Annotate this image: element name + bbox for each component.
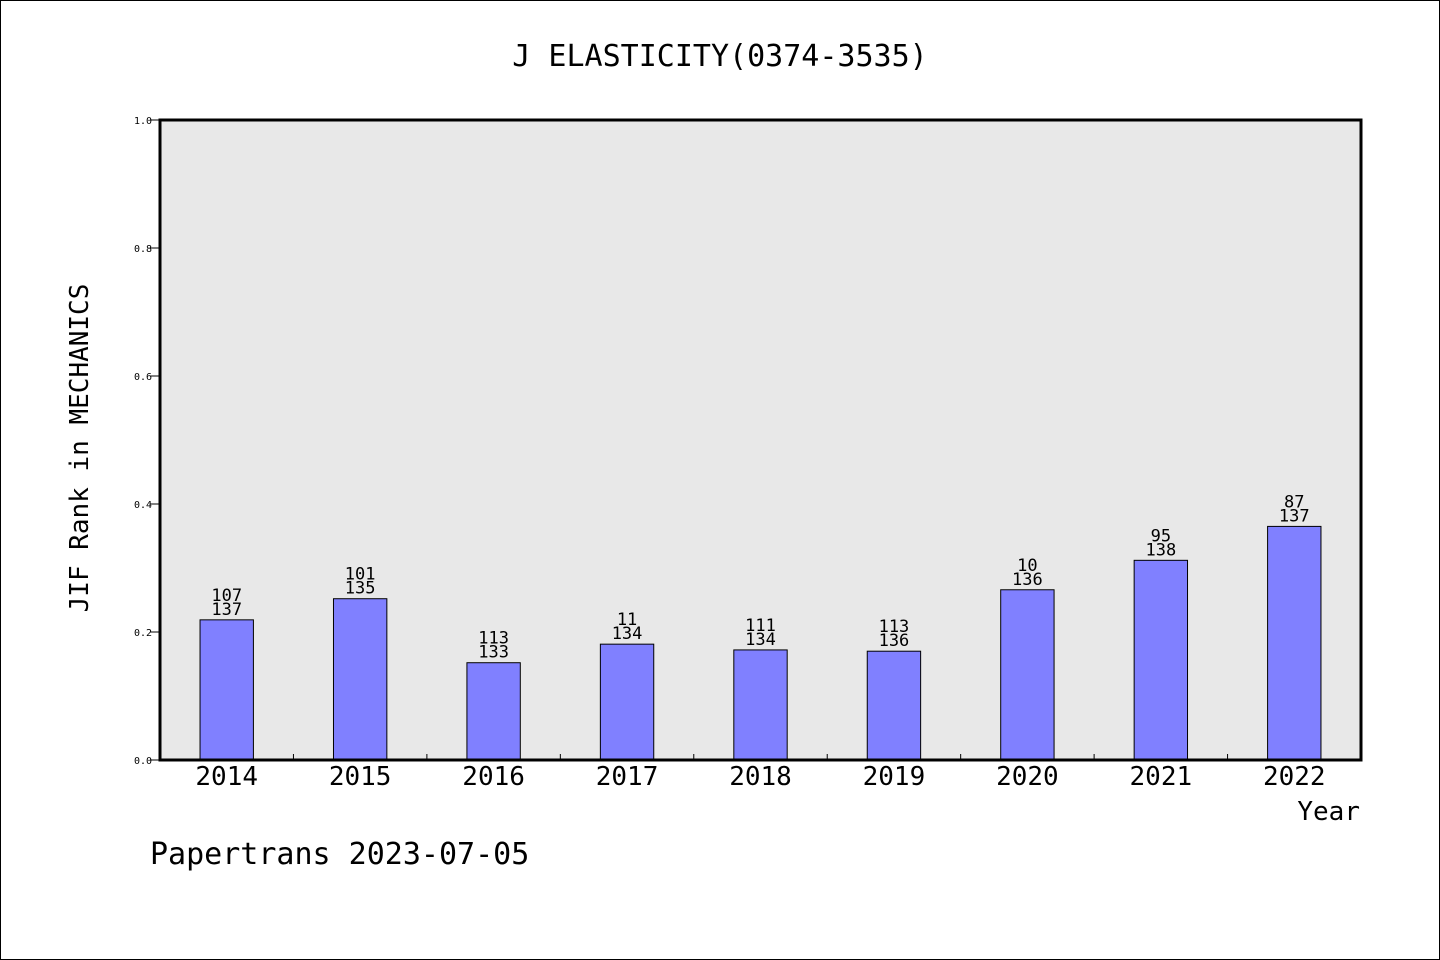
x-tick-label: 2015 [329,762,392,792]
bar-label-total: 136 [1012,570,1043,590]
bar-2016 [466,662,521,761]
x-axis-title: Year [1297,797,1360,827]
bar-2017 [599,643,655,761]
x-tick-label: 2019 [863,762,926,792]
y-tick-label: 0.4 [134,500,152,511]
x-tick-label: 2014 [195,762,258,792]
bar-2015 [332,598,388,761]
bar-label-total: 138 [1145,540,1176,560]
bar-label-rank: 113 [478,629,509,649]
bar-label-rank: 111 [745,616,776,636]
bar-label-total: 137 [211,600,242,620]
bar-label-rank: 11 [617,610,637,630]
x-tick-label: 2017 [596,762,659,792]
y-axis-title: JIF Rank in MECHANICS [65,284,95,613]
bar-2022 [1267,525,1322,761]
y-tick-label: 0.0 [134,756,152,767]
bar-label-rank: 10 [1017,556,1037,576]
bar-label-rank: 101 [345,565,376,585]
x-axis-ticks: 2014 2015 2016 2017 2018 2019 2020 2021 2022 [195,754,1326,792]
bar-label-total: 134 [612,624,643,644]
bar-label-total: 136 [879,631,910,651]
bar-label-total: 135 [345,579,376,599]
bar-2019 [866,650,922,761]
bar-2014 [199,619,254,761]
y-tick-label: 0.6 [134,372,152,383]
bar-2018 [733,649,788,761]
x-tick-label: 2022 [1263,762,1326,792]
bar-2020 [1000,589,1055,761]
plot-border [158,118,1363,762]
bar-label-rank: 113 [879,617,910,637]
x-tick-label: 2021 [1130,762,1193,792]
bar-label-rank: 95 [1151,526,1171,546]
bar-label-rank: 107 [211,586,242,606]
y-tick-label: 0.2 [134,628,152,639]
bar-2021 [1133,559,1189,761]
x-tick-label: 2020 [996,762,1059,792]
bar-label-total: 133 [478,643,509,663]
chart-title: J ELASTICITY(0374-3535) [512,39,927,74]
x-tick-label: 2016 [462,762,525,792]
y-axis-ticks: 0.0 0.2 0.4 0.6 0.8 1.0 [134,116,160,767]
bar-label-total: 137 [1279,506,1310,526]
bar-label-total: 134 [745,630,776,650]
y-tick-label: 0.8 [134,244,152,255]
footer-source-date: Papertrans 2023-07-05 [150,837,529,872]
y-tick-label: 1.0 [134,116,152,127]
bar-label-rank: 87 [1284,492,1304,512]
x-tick-label: 2018 [729,762,792,792]
